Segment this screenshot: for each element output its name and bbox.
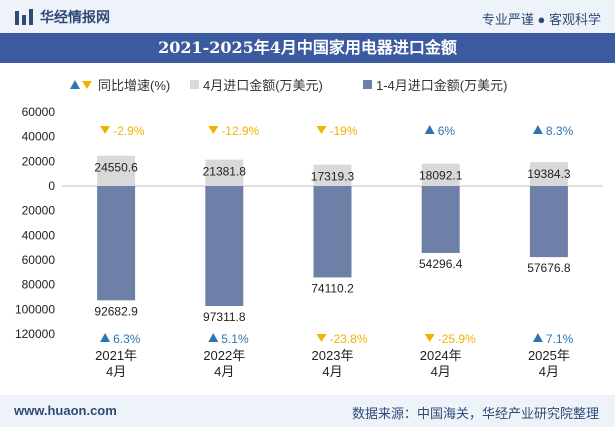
y-tick-label: 40000	[22, 228, 56, 242]
x-tick-label-year: 2025年	[528, 348, 570, 363]
data-label-jan-apr: 92682.9	[94, 304, 138, 318]
top-bar: 华经情报网 专业严谨 ● 客观科学	[0, 0, 615, 33]
y-tick-label: 0	[48, 179, 55, 193]
footer: www.huaon.com 数据来源：中国海关，华经产业研究院整理	[0, 395, 615, 427]
data-label-jan-apr: 57676.8	[527, 261, 571, 275]
x-tick-label-month: 4月	[322, 364, 342, 379]
yoy-april-arrow-down	[208, 126, 219, 134]
chart: 同比增速(%) 4月进口金额(万美元) 1-4月进口金额(万美元) 60000 4000…	[15, 78, 603, 379]
data-label-jan-apr: 97311.8	[203, 310, 246, 324]
yoy-april-label: 6%	[438, 124, 456, 138]
tagline: 专业严谨 ● 客观科学	[481, 12, 601, 27]
y-tick-label: 60000	[22, 253, 56, 267]
y-tick-label: 120000	[15, 327, 55, 341]
bar-jan-apr	[529, 186, 568, 258]
yoy-jan-apr-label: 7.1%	[546, 332, 574, 346]
bar-jan-apr	[97, 186, 136, 301]
bar-logo-icon	[15, 9, 33, 25]
legend-marker-2	[363, 80, 372, 89]
yoy-april-label: -12.9%	[221, 124, 259, 138]
x-tick-label-year: 2023年	[312, 348, 354, 363]
x-tick-label-year: 2021年	[95, 348, 137, 363]
data-label-jan-apr: 74110.2	[311, 281, 354, 295]
legend-marker-yoy-down	[82, 81, 92, 89]
data-label-april: 18092.1	[419, 169, 463, 183]
yoy-jan-apr-arrow-down	[316, 334, 327, 342]
yoy-april-arrow-down	[100, 126, 111, 134]
x-tick-label-month: 4月	[214, 364, 234, 379]
data-label-april: 24550.6	[94, 161, 138, 175]
yoy-april-arrow-up	[424, 125, 435, 134]
x-tick-label-month: 4月	[431, 364, 451, 379]
data-label-april: 19384.3	[527, 167, 571, 181]
chart-title: 2021-2025年4月中国家用电器进口金额	[0, 33, 615, 63]
yoy-jan-apr-label: 5.1%	[221, 332, 249, 346]
yoy-jan-apr-arrow-down	[424, 334, 435, 342]
footer-site[interactable]: www.huaon.com	[14, 403, 117, 418]
x-tick-label-year: 2022年	[203, 348, 245, 363]
yoy-jan-apr-label: 6.3%	[113, 332, 141, 346]
yoy-jan-apr-arrow-up	[208, 333, 219, 342]
data-label-jan-apr: 54296.4	[419, 257, 463, 271]
bar-april	[205, 159, 244, 186]
footer-source: 数据来源：中国海关，华经产业研究院整理	[351, 406, 599, 421]
yoy-april-arrow-down	[316, 126, 327, 134]
bar-jan-apr	[313, 186, 352, 278]
yoy-april-arrow-up	[532, 125, 543, 134]
legend-label-0: 同比增速(%)	[98, 78, 170, 93]
legend-label-2: 1-4月进口金额(万美元)	[376, 78, 507, 93]
yoy-april-label: 8.3%	[546, 124, 574, 138]
y-tick-label: 100000	[15, 302, 55, 316]
bar-april	[97, 155, 136, 186]
bar-april	[313, 164, 352, 186]
y-tick-label: 40000	[22, 130, 56, 144]
data-label-april: 17319.3	[311, 170, 355, 184]
legend-marker-yoy-up	[70, 80, 80, 89]
bar-jan-apr	[205, 186, 244, 307]
x-tick-label-year: 2024年	[420, 348, 462, 363]
yoy-jan-apr-label: -23.8%	[330, 332, 368, 346]
yoy-jan-apr-arrow-up	[532, 333, 543, 342]
x-tick-label-month: 4月	[106, 364, 126, 379]
y-tick-label: 20000	[22, 204, 56, 218]
y-tick-label: 20000	[22, 154, 56, 168]
brand: 华经情报网	[14, 7, 110, 27]
bar-april	[529, 162, 568, 186]
yoy-jan-apr-label: -25.9%	[438, 332, 476, 346]
legend-label-1: 4月进口金额(万美元)	[203, 78, 323, 93]
y-tick-label: 80000	[22, 278, 56, 292]
data-label-april: 21381.8	[203, 165, 247, 179]
brand-name: 华经情报网	[40, 9, 110, 25]
yoy-april-label: -19%	[330, 124, 358, 138]
bar-jan-apr	[421, 186, 460, 253]
legend-marker-1	[190, 80, 199, 89]
yoy-jan-apr-arrow-up	[100, 333, 111, 342]
y-tick-label: 60000	[22, 105, 56, 119]
bar-april	[421, 163, 460, 186]
x-tick-label-month: 4月	[539, 364, 559, 379]
yoy-april-label: -2.9%	[113, 124, 145, 138]
